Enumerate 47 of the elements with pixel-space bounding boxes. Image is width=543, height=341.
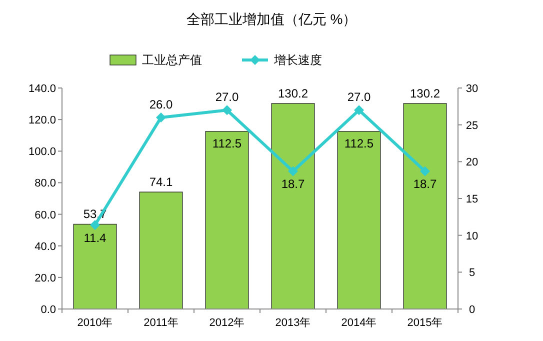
y2-tick-label: 20: [466, 156, 478, 169]
point: [420, 166, 430, 176]
x-tick-label: 2014年: [341, 317, 377, 329]
point: [156, 112, 166, 122]
data-label: 112.5: [212, 136, 242, 150]
y-tick-label: 140.0: [28, 83, 56, 95]
bar: [205, 131, 249, 310]
data-label: 27.0: [347, 90, 371, 104]
y2-tick-label: 5: [468, 267, 476, 280]
y-tick-label: 100.0: [28, 146, 56, 158]
y-tick-label: 80.0: [34, 178, 56, 190]
x-tick-label: 2010年: [77, 317, 113, 329]
point: [288, 166, 298, 176]
y-tick-label: 0.0: [40, 304, 56, 316]
data-label: 74.1: [149, 175, 173, 190]
bar: [403, 103, 447, 310]
y2-tick-label: 0: [468, 304, 476, 316]
data-label: 112.5: [344, 136, 374, 150]
y2-tick-label: 10: [466, 230, 478, 242]
data-label: 11.4: [84, 231, 107, 246]
y-tick-label: 120.0: [28, 114, 56, 127]
x-tick-label: 2013年: [275, 317, 311, 329]
y2-tick-label: 15: [466, 194, 478, 206]
legend-label: 增长速度: [273, 53, 322, 67]
y2-tick-label: 25: [466, 120, 478, 132]
bar: [271, 103, 315, 310]
x-tick-label: 2015年: [407, 317, 443, 329]
bar: [139, 192, 183, 310]
point: [90, 220, 100, 230]
point: [354, 105, 364, 116]
data-label: 18.7: [413, 177, 437, 192]
y-tick-label: 40.0: [34, 240, 56, 253]
x-tick-label: 2012年: [209, 317, 245, 329]
data-label: 27.0: [215, 90, 239, 104]
data-label: 130.2: [410, 86, 440, 100]
chart-title: 全部工业增加值（亿元 %）: [186, 11, 357, 27]
bar: [73, 224, 117, 310]
x-tick-label: 2011年: [144, 317, 178, 329]
y2-tick-label: 30: [466, 83, 478, 95]
data-label: 26.0: [149, 97, 173, 112]
bar: [337, 131, 381, 310]
point: [222, 105, 232, 116]
data-label: 130.2: [278, 86, 308, 100]
y-tick-label: 60.0: [34, 209, 56, 222]
legend-label: 工业总产值: [142, 53, 202, 67]
y-tick-label: 20.0: [34, 272, 56, 284]
data-label: 18.7: [281, 177, 305, 192]
